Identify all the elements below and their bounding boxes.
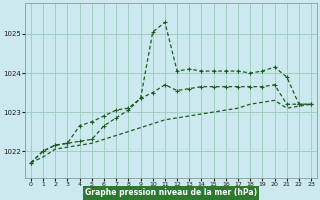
X-axis label: Graphe pression niveau de la mer (hPa): Graphe pression niveau de la mer (hPa) (85, 188, 257, 197)
